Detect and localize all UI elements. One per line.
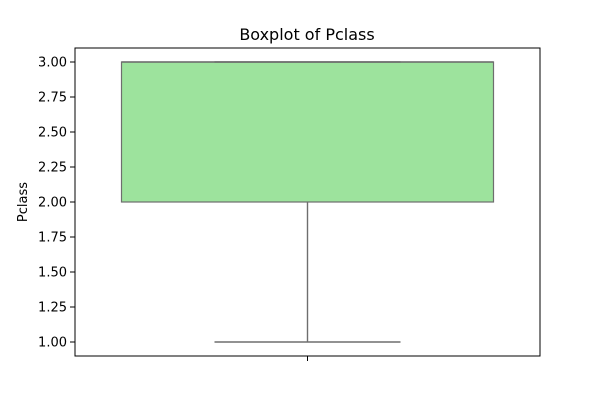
y-tick-label: 2.50 — [38, 126, 67, 141]
y-tick-label: 3.00 — [38, 56, 67, 71]
plot-frame — [74, 47, 541, 357]
y-tick-label: 2.75 — [38, 91, 67, 106]
y-tick-label: 2.00 — [38, 196, 67, 211]
y-axis-ticks: 1.00 1.25 1.50 1.75 2.00 2.25 2.50 2.75 3.00 — [38, 56, 75, 351]
y-tick-label: 1.25 — [38, 301, 67, 316]
y-tick-label: 1.75 — [38, 231, 67, 246]
chart-title: Boxplot of Pclass — [239, 25, 374, 44]
y-tick-label: 1.50 — [38, 266, 67, 281]
y-axis-label: Pclass — [16, 182, 31, 222]
iqr-box — [120, 61, 495, 203]
box-group — [120, 61, 495, 343]
y-tick-label: 2.25 — [38, 161, 67, 176]
y-tick-label: 1.00 — [38, 336, 67, 351]
